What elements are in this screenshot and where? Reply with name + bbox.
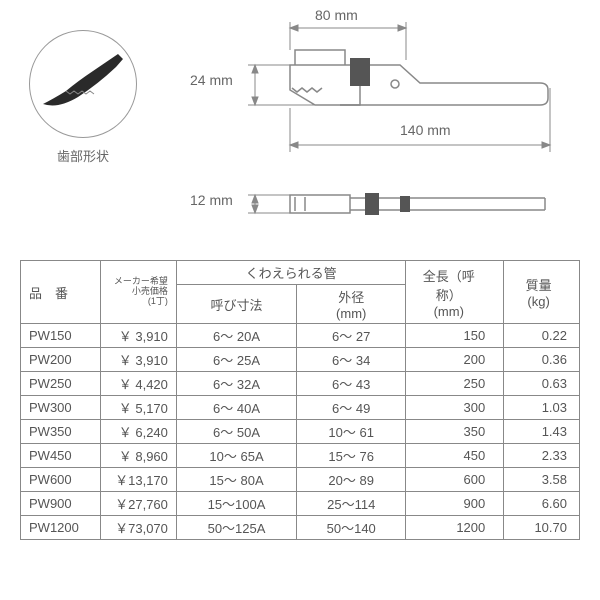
cell-price: ￥ 3,910: [101, 348, 177, 372]
cell-length: 450: [406, 444, 504, 468]
cell-length: 150: [406, 324, 504, 348]
diagram-area: 歯部形状: [0, 0, 600, 260]
table-row: PW200￥ 3,9106～ 25A6～ 342000.36: [21, 348, 580, 372]
th-od: 外径 (mm): [297, 285, 406, 324]
cell-model: PW1200: [21, 516, 101, 540]
tooth-shape-label: 歯部形状: [18, 146, 148, 165]
table-row: PW300￥ 5,1706～ 40A6～ 493001.03: [21, 396, 580, 420]
cell-mass: 0.36: [504, 348, 580, 372]
cell-nominal: 10～ 65A: [176, 444, 296, 468]
cell-od: 6～ 49: [297, 396, 406, 420]
cell-price: ￥27,760: [101, 492, 177, 516]
cell-od: 6～ 43: [297, 372, 406, 396]
th-mass: 質量 (kg): [504, 261, 580, 324]
tooth-shape-circle: [29, 30, 137, 138]
cell-model: PW250: [21, 372, 101, 396]
table-row: PW600￥13,17015～ 80A20～ 896003.58: [21, 468, 580, 492]
cell-length: 600: [406, 468, 504, 492]
dim-12: 12 mm: [190, 192, 233, 208]
cell-nominal: 6～ 20A: [176, 324, 296, 348]
th-length: 全長（呼称） (mm): [406, 261, 504, 324]
cell-od: 10～ 61: [297, 420, 406, 444]
cell-length: 900: [406, 492, 504, 516]
tooth-shape-block: 歯部形状: [18, 30, 148, 165]
th-price-l1: メーカー希望: [114, 276, 168, 286]
th-price-l2: 小売価格: [132, 286, 168, 296]
cell-od: 50～140: [297, 516, 406, 540]
th-mass-l2: (kg): [527, 294, 549, 309]
cell-model: PW200: [21, 348, 101, 372]
cell-mass: 6.60: [504, 492, 580, 516]
spec-table: 品 番 メーカー希望 小売価格 (1丁) くわえられる管 全長（呼称） (mm)…: [20, 260, 580, 540]
dim-140: 140 mm: [400, 122, 451, 138]
dim-24: 24 mm: [190, 72, 233, 88]
cell-price: ￥ 3,910: [101, 324, 177, 348]
cell-price: ￥ 6,240: [101, 420, 177, 444]
cell-od: 25～114: [297, 492, 406, 516]
th-nominal: 呼び寸法: [176, 285, 296, 324]
table-header: 品 番 メーカー希望 小売価格 (1丁) くわえられる管 全長（呼称） (mm)…: [21, 261, 580, 324]
cell-nominal: 6～ 32A: [176, 372, 296, 396]
table-row: PW150￥ 3,9106～ 20A6～ 271500.22: [21, 324, 580, 348]
th-length-l2: (mm): [434, 304, 464, 319]
th-price-l3: (1丁): [148, 296, 168, 306]
cell-model: PW900: [21, 492, 101, 516]
cell-od: 20～ 89: [297, 468, 406, 492]
table-row: PW1200￥73,07050～125A50～140120010.70: [21, 516, 580, 540]
cell-mass: 0.63: [504, 372, 580, 396]
cell-nominal: 6～ 50A: [176, 420, 296, 444]
cell-length: 200: [406, 348, 504, 372]
cell-mass: 1.03: [504, 396, 580, 420]
table-row: PW250￥ 4,4206～ 32A6～ 432500.63: [21, 372, 580, 396]
technical-drawing: 80 mm 24 mm 140 mm 12 mm: [200, 10, 580, 250]
cell-model: PW350: [21, 420, 101, 444]
table-row: PW350￥ 6,2406～ 50A10～ 613501.43: [21, 420, 580, 444]
th-od-l1: 外径: [338, 290, 364, 305]
cell-mass: 2.33: [504, 444, 580, 468]
cell-price: ￥13,170: [101, 468, 177, 492]
th-od-l2: (mm): [336, 306, 366, 321]
tooth-shape-icon: [38, 49, 128, 119]
cell-nominal: 50～125A: [176, 516, 296, 540]
cell-nominal: 6～ 25A: [176, 348, 296, 372]
cell-length: 1200: [406, 516, 504, 540]
cell-model: PW150: [21, 324, 101, 348]
table-body: PW150￥ 3,9106～ 20A6～ 271500.22PW200￥ 3,9…: [21, 324, 580, 540]
th-model: 品 番: [21, 261, 101, 324]
table-row: PW900￥27,76015～100A25～1149006.60: [21, 492, 580, 516]
cell-nominal: 6～ 40A: [176, 396, 296, 420]
cell-nominal: 15～ 80A: [176, 468, 296, 492]
cell-length: 350: [406, 420, 504, 444]
cell-nominal: 15～100A: [176, 492, 296, 516]
cell-model: PW600: [21, 468, 101, 492]
cell-mass: 1.43: [504, 420, 580, 444]
th-price: メーカー希望 小売価格 (1丁): [101, 261, 177, 324]
cell-model: PW450: [21, 444, 101, 468]
cell-price: ￥ 4,420: [101, 372, 177, 396]
cell-price: ￥73,070: [101, 516, 177, 540]
cell-price: ￥ 8,960: [101, 444, 177, 468]
table-row: PW450￥ 8,96010～ 65A15～ 764502.33: [21, 444, 580, 468]
th-pipe-group: くわえられる管: [176, 261, 405, 285]
cell-model: PW300: [21, 396, 101, 420]
cell-od: 6～ 34: [297, 348, 406, 372]
cell-price: ￥ 5,170: [101, 396, 177, 420]
cell-mass: 0.22: [504, 324, 580, 348]
cell-length: 300: [406, 396, 504, 420]
cell-od: 15～ 76: [297, 444, 406, 468]
th-mass-l1: 質量: [526, 278, 552, 293]
cell-mass: 3.58: [504, 468, 580, 492]
dim-80: 80 mm: [315, 7, 358, 23]
cell-length: 250: [406, 372, 504, 396]
cell-mass: 10.70: [504, 516, 580, 540]
cell-od: 6～ 27: [297, 324, 406, 348]
th-length-l1: 全長（呼称）: [423, 269, 475, 303]
